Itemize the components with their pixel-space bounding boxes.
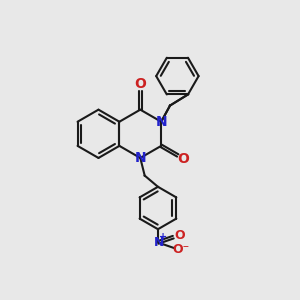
Text: O: O [174,229,185,242]
Text: O⁻: O⁻ [172,243,190,256]
Text: N: N [155,115,167,129]
Text: O: O [134,77,146,91]
Text: N: N [134,151,146,165]
Text: O: O [177,152,189,166]
Text: N: N [154,236,164,249]
Text: +: + [159,232,167,242]
